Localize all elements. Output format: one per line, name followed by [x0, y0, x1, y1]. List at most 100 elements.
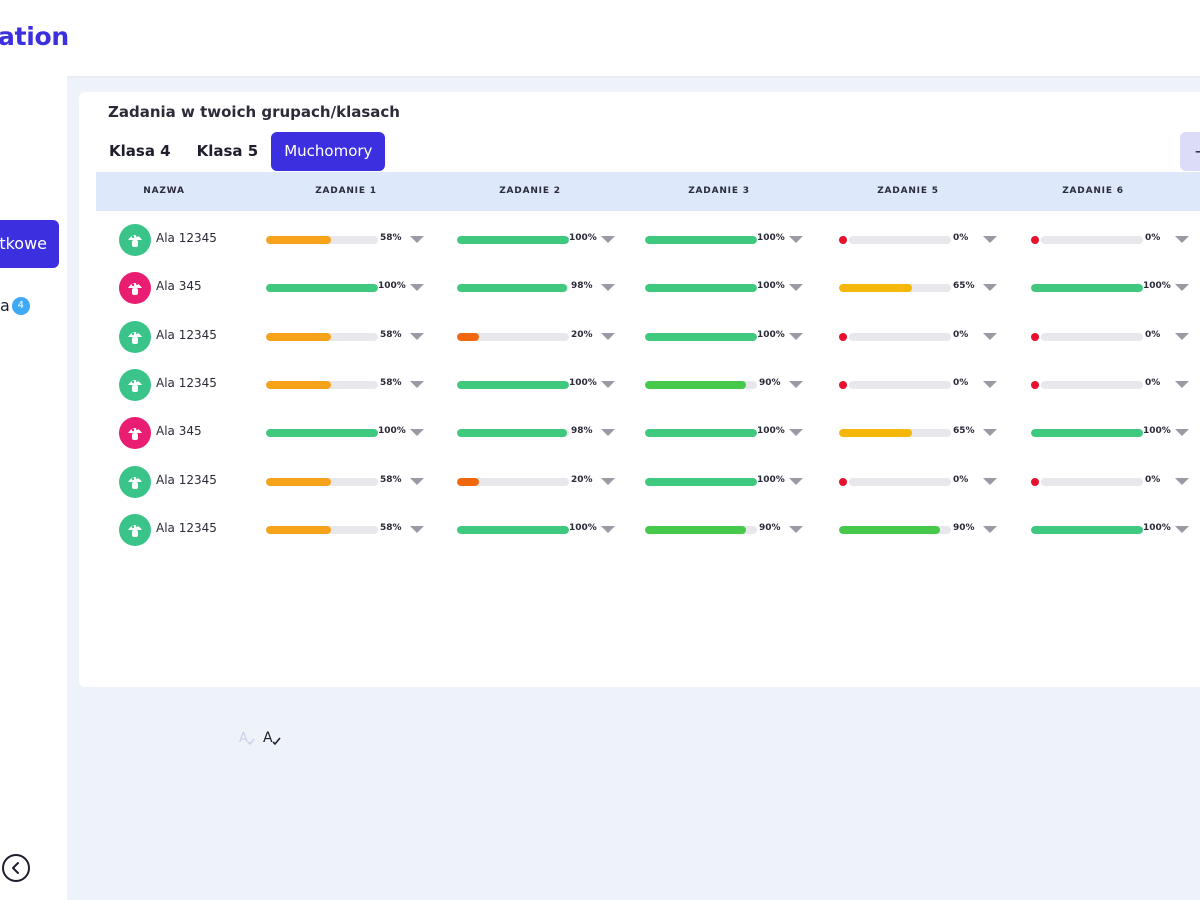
progress-bar — [266, 284, 378, 293]
progress-fill — [645, 284, 757, 293]
table-row: Ala 345 100% 98% 100% 65% 100% — [96, 409, 1200, 457]
progress-bar — [266, 477, 378, 486]
caret-down-icon[interactable] — [1175, 429, 1189, 437]
progress-bar — [266, 332, 378, 341]
progress-bar — [266, 429, 378, 438]
progress-percent: 58% — [380, 377, 402, 388]
progress-fill — [645, 525, 746, 534]
task-progress-cell: 100% — [645, 409, 805, 457]
caret-down-icon[interactable] — [789, 525, 803, 533]
task-progress-cell: 100% — [457, 216, 617, 264]
caret-down-icon[interactable] — [789, 332, 803, 340]
progress-fill — [457, 380, 569, 389]
progress-fill — [1031, 525, 1143, 534]
task-progress-cell: 100% — [266, 409, 426, 457]
task-progress-cell: 100% — [645, 458, 805, 506]
caret-down-icon[interactable] — [1175, 332, 1189, 340]
task-progress-cell: 0% — [1031, 313, 1191, 361]
task-progress-cell: 0% — [1031, 361, 1191, 409]
sidebar-item-notifications[interactable]: a 4 — [0, 296, 30, 315]
progress-track — [1041, 477, 1143, 486]
progress-track — [1041, 380, 1143, 389]
caret-down-icon[interactable] — [601, 525, 615, 533]
sidebar-item-active[interactable]: tkowe — [0, 220, 59, 268]
caret-down-icon[interactable] — [410, 236, 424, 243]
caret-down-icon[interactable] — [410, 525, 424, 533]
caret-down-icon[interactable] — [410, 429, 424, 437]
add-button[interactable]: + — [1180, 132, 1200, 171]
caret-down-icon[interactable] — [410, 477, 424, 485]
progress-percent: 0% — [953, 329, 969, 340]
caret-down-icon[interactable] — [601, 380, 615, 388]
task-progress-cell: 100% — [1031, 264, 1191, 312]
caret-down-icon[interactable] — [789, 284, 803, 292]
progress-track — [849, 477, 951, 486]
spellcheck-icon[interactable]: A — [262, 728, 282, 748]
brand-title: ation — [0, 22, 69, 51]
caret-down-icon[interactable] — [601, 429, 615, 437]
spellcheck-off-icon[interactable]: A — [238, 729, 256, 747]
caret-down-icon[interactable] — [983, 525, 997, 533]
caret-down-icon[interactable] — [789, 429, 803, 437]
caret-down-icon[interactable] — [601, 284, 615, 292]
caret-down-icon[interactable] — [983, 236, 997, 243]
caret-down-icon[interactable] — [1175, 380, 1189, 388]
progress-fill — [1031, 429, 1143, 438]
caret-down-icon[interactable] — [601, 236, 615, 243]
table-row: Ala 12345 58% 100% 100% 0% 0% — [96, 216, 1200, 264]
task-progress-cell: 20% — [457, 458, 617, 506]
caret-down-icon[interactable] — [983, 477, 997, 485]
caret-down-icon[interactable] — [410, 332, 424, 340]
table-row: Ala 345 100% 98% 100% 65% 100% — [96, 264, 1200, 312]
progress-fill — [645, 429, 757, 438]
progress-percent: 100% — [378, 426, 406, 437]
zero-progress-dot — [1031, 332, 1039, 341]
mushroom-avatar-icon — [119, 465, 151, 498]
caret-down-icon[interactable] — [410, 284, 424, 292]
caret-down-icon[interactable] — [1175, 236, 1189, 243]
column-header-task-1: ZADANIE 1 — [315, 186, 377, 196]
progress-bar — [266, 525, 378, 534]
column-header-name: NAZWA — [143, 186, 185, 196]
caret-down-icon[interactable] — [789, 236, 803, 243]
caret-down-icon[interactable] — [601, 477, 615, 485]
student-name: Ala 12345 — [156, 375, 217, 390]
caret-down-icon[interactable] — [983, 429, 997, 437]
group-tabs: Klasa 4 Klasa 5 Muchomory — [96, 132, 386, 171]
notification-badge: 4 — [11, 296, 30, 315]
tab-muchomory[interactable]: Muchomory — [271, 132, 386, 171]
tab-klasa-4[interactable]: Klasa 4 — [109, 142, 171, 160]
progress-percent: 58% — [380, 522, 402, 533]
mushroom-avatar-icon — [119, 272, 151, 305]
caret-down-icon[interactable] — [410, 380, 424, 388]
student-name: Ala 12345 — [156, 327, 217, 342]
caret-down-icon[interactable] — [789, 380, 803, 388]
caret-down-icon[interactable] — [983, 332, 997, 340]
progress-bar — [645, 284, 757, 293]
progress-fill — [266, 284, 378, 293]
caret-down-icon[interactable] — [1175, 284, 1189, 292]
svg-text:A: A — [263, 730, 273, 746]
task-progress-cell: 0% — [839, 458, 999, 506]
tab-klasa-5[interactable]: Klasa 5 — [196, 142, 259, 160]
task-progress-cell: 65% — [839, 264, 999, 312]
collapse-sidebar-button[interactable] — [2, 854, 30, 882]
mushroom-avatar-icon — [119, 368, 151, 401]
caret-down-icon[interactable] — [983, 284, 997, 292]
progress-fill — [645, 380, 746, 389]
progress-fill — [645, 477, 757, 486]
progress-fill — [645, 236, 757, 244]
progress-fill — [266, 525, 331, 534]
progress-percent: 0% — [1145, 329, 1161, 340]
top-bar: ation — [0, 0, 1200, 76]
caret-down-icon[interactable] — [789, 477, 803, 485]
caret-down-icon[interactable] — [1175, 477, 1189, 485]
caret-down-icon[interactable] — [1175, 525, 1189, 533]
progress-fill — [839, 525, 940, 534]
student-name: Ala 12345 — [156, 231, 217, 245]
progress-percent: 100% — [757, 329, 785, 340]
caret-down-icon[interactable] — [601, 332, 615, 340]
progress-track — [1041, 332, 1143, 341]
progress-bar — [457, 429, 569, 438]
caret-down-icon[interactable] — [983, 380, 997, 388]
